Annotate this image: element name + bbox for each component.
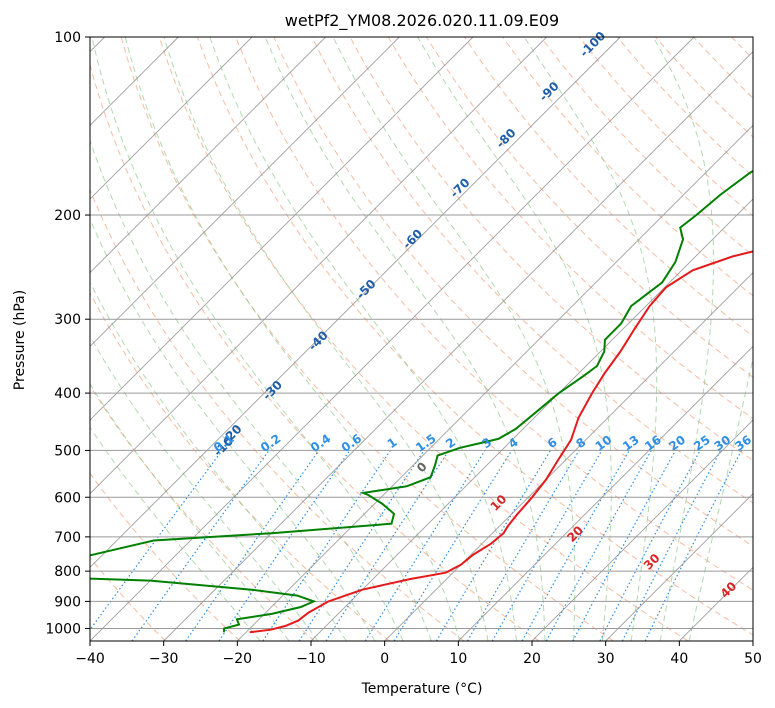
profile-line bbox=[90, 169, 753, 633]
mixing-ratio-line bbox=[621, 450, 722, 641]
mixing-ratio-line bbox=[298, 450, 425, 641]
isotherm-line bbox=[90, 37, 621, 568]
y-tick-label: 700 bbox=[54, 530, 81, 546]
data-series bbox=[90, 169, 753, 634]
x-tick-label: 40 bbox=[670, 651, 688, 667]
y-tick-label: 400 bbox=[54, 386, 81, 402]
dry-adiabat-line bbox=[502, 37, 753, 297]
x-tick-label: −20 bbox=[223, 651, 253, 667]
moist-adiabat-line bbox=[90, 335, 319, 641]
dry-adiabat-line bbox=[90, 188, 465, 641]
y-tick-label: 100 bbox=[54, 30, 81, 46]
mixing-ratio-line bbox=[521, 450, 630, 641]
profile-line bbox=[249, 250, 753, 634]
isotherm-line bbox=[458, 345, 753, 641]
mixing-ratio-line bbox=[218, 450, 351, 641]
mixing-ratio-line bbox=[644, 450, 743, 641]
dry-adiabat-line bbox=[90, 291, 390, 641]
isotherm-line bbox=[310, 198, 753, 641]
dry-adiabat-line bbox=[235, 37, 753, 591]
moist-adiabat-line bbox=[90, 382, 290, 641]
x-tick-label: 10 bbox=[449, 651, 467, 667]
isotherm-line bbox=[163, 51, 753, 641]
dry-adiabat-line bbox=[90, 62, 540, 641]
mixing-ratio-line bbox=[393, 450, 513, 641]
isotherm-line bbox=[90, 37, 695, 641]
y-tick-label: 500 bbox=[54, 443, 81, 459]
mixing-ratio-line bbox=[325, 450, 450, 641]
x-tick-label: 30 bbox=[597, 651, 615, 667]
isotherm-line bbox=[605, 493, 753, 641]
x-tick-label: 0 bbox=[380, 651, 389, 667]
isotherm-line bbox=[90, 37, 474, 421]
background-lines bbox=[90, 37, 753, 641]
isotherm-line bbox=[90, 37, 400, 347]
isotherm-line bbox=[90, 37, 326, 274]
moist-adiabat-line bbox=[523, 37, 658, 641]
isotherm-line bbox=[531, 419, 753, 641]
dry-adiabat-line bbox=[120, 37, 614, 641]
dry-adiabat-line bbox=[387, 37, 753, 420]
x-tick-label: −30 bbox=[149, 651, 179, 667]
x-axis-title: Temperature (°C) bbox=[361, 681, 483, 697]
moist-adiabat-line bbox=[91, 37, 432, 641]
moist-adiabat-line bbox=[417, 37, 612, 641]
dry-adiabat-line bbox=[158, 37, 689, 641]
x-tick-label: −40 bbox=[75, 651, 105, 667]
y-tick-label: 900 bbox=[54, 594, 81, 610]
moist-adiabat-line bbox=[90, 138, 404, 641]
dry-adiabat-line bbox=[616, 37, 753, 178]
dry-adiabat-line bbox=[540, 37, 753, 257]
y-axis-title: Pressure (hPa) bbox=[12, 290, 28, 390]
isotherm-line bbox=[90, 37, 253, 200]
mixing-ratio-line bbox=[185, 450, 320, 641]
isotherm-line bbox=[90, 37, 547, 495]
moist-adiabat-line bbox=[209, 37, 517, 641]
moist-adiabat-line bbox=[264, 37, 546, 641]
y-tick-label: 300 bbox=[54, 312, 81, 328]
moist-adiabat-line bbox=[332, 37, 576, 641]
x-tick-label: −10 bbox=[296, 651, 326, 667]
axes: −40 −30 −20 −10 0 10 20 30 40 50 100 200 300 400 500 60… bbox=[45, 30, 762, 667]
dry-adiabat-line bbox=[90, 384, 316, 641]
dry-adiabat-line bbox=[311, 37, 753, 504]
moist-adiabat-line bbox=[163, 37, 489, 641]
chart-title: wetPf2_YM08.2026.020.11.09.E09 bbox=[285, 11, 559, 31]
mixing-ratio-line bbox=[262, 450, 391, 641]
mixing-ratio-line bbox=[572, 450, 677, 641]
moist-adiabat-line bbox=[688, 355, 753, 641]
moist-adiabat-line bbox=[124, 37, 461, 641]
plot-frame bbox=[89, 36, 754, 642]
moist-adiabat-line bbox=[652, 37, 714, 641]
moist-adiabat-line bbox=[90, 426, 261, 641]
isotherm-line bbox=[384, 272, 753, 641]
y-tick-label: 800 bbox=[54, 564, 81, 580]
mixing-ratio-line bbox=[545, 450, 652, 641]
dry-adiabat-line bbox=[273, 37, 753, 547]
y-tick-label: 200 bbox=[54, 208, 81, 224]
x-tick-label: 50 bbox=[744, 651, 762, 667]
moist-adiabat-line bbox=[90, 217, 376, 641]
y-tick-label: 600 bbox=[54, 490, 81, 506]
x-tick-label: 20 bbox=[523, 651, 541, 667]
isotherm-line bbox=[237, 124, 753, 641]
moist-adiabat-line bbox=[90, 281, 347, 641]
dry-adiabat-line bbox=[425, 37, 753, 378]
mixing-ratio-line bbox=[90, 450, 223, 631]
y-tick-label: 1000 bbox=[45, 621, 81, 637]
